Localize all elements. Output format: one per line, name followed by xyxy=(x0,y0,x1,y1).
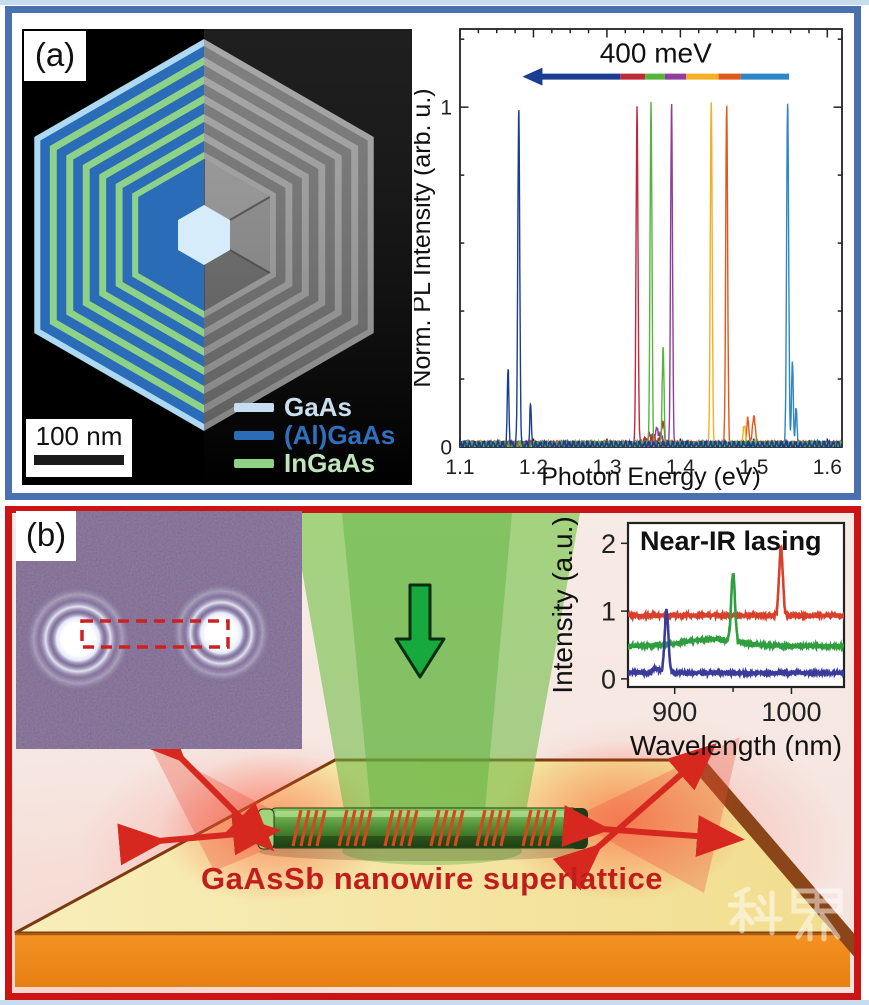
legend-swatch-ingaas xyxy=(234,458,274,468)
laser-beam xyxy=(292,513,580,865)
panel-b: (b) 900 1000 0 1 2 Wavelength (nm) Intensity (… xyxy=(5,506,861,1000)
pl-spectrum-chart: 1.1 1.2 1.3 1.4 1.5 1.6 0 1 400 meV Photon Energy… xyxy=(408,28,843,491)
legend-item-gaas: GaAs xyxy=(234,393,395,421)
svg-text:1: 1 xyxy=(601,597,616,627)
series-nanowire-green xyxy=(460,101,842,447)
svg-text:1.4: 1.4 xyxy=(666,456,696,479)
series-nanowire-navy xyxy=(460,110,842,447)
lasing-spot-right xyxy=(170,582,272,684)
scale-bar-line xyxy=(34,455,124,465)
top-edge-strip xyxy=(0,0,869,5)
panel-a-label: (a) xyxy=(24,31,86,81)
legend-swatch-gaas xyxy=(234,402,274,412)
superlattice-stripes xyxy=(291,809,557,847)
svg-text:400 meV: 400 meV xyxy=(600,38,712,69)
material-legend: GaAs (Al)GaAs InGaAs xyxy=(234,393,395,477)
scale-bar-label: 100 nm xyxy=(35,421,123,451)
bottom-edge-strip xyxy=(0,1000,869,1005)
svg-text:Wavelength (nm): Wavelength (nm) xyxy=(630,730,842,761)
watermark xyxy=(727,885,848,949)
svg-text:Norm. PL Intensity (arb. u.): Norm. PL Intensity (arb. u.) xyxy=(414,88,436,387)
svg-text:1.1: 1.1 xyxy=(445,456,474,479)
legend-label-ingaas: InGaAs xyxy=(284,448,376,478)
legend-item-algaas: (Al)GaAs xyxy=(234,421,395,449)
legend-label-algaas: (Al)GaAs xyxy=(284,420,396,450)
nanowire-superlattice xyxy=(257,807,589,861)
nanowire-cross-section-schematic: (a) 100 nm GaAs (Al)GaAs InGaAs xyxy=(22,29,412,485)
nanowire-caption: GaAsSb nanowire superlattice xyxy=(201,861,663,896)
svg-text:1000: 1000 xyxy=(761,697,821,727)
panel-b-label: (b) xyxy=(16,511,76,561)
near-ir-lasing-chart: 900 1000 0 1 2 Wavelength (nm) Intensity (a.u.… xyxy=(547,516,846,761)
svg-text:2: 2 xyxy=(601,529,616,559)
svg-text:Near-IR lasing: Near-IR lasing xyxy=(640,526,822,556)
hexagon-superlattice-graphic xyxy=(34,29,412,485)
svg-text:1.3: 1.3 xyxy=(592,456,621,479)
watermark-glyphs xyxy=(727,886,843,942)
svg-text:1.2: 1.2 xyxy=(519,456,548,479)
svg-text:0: 0 xyxy=(440,436,452,459)
legend-item-ingaas: InGaAs xyxy=(234,449,395,477)
nanowire-right-facet xyxy=(570,808,588,849)
series-trace-blue-893nm xyxy=(628,608,844,680)
lasing-spot-left xyxy=(24,585,132,693)
svg-text:900: 900 xyxy=(652,697,697,727)
pl-spectrum-plot: 1.1 1.2 1.3 1.4 1.5 1.6 0 1 400 meV Photon Energy… xyxy=(408,17,854,495)
emission-arrows xyxy=(117,714,745,891)
svg-text:0: 0 xyxy=(601,664,616,694)
panel-a: (a) 100 nm GaAs (Al)GaAs InGaAs xyxy=(5,6,861,500)
svg-text:Photon Energy (eV): Photon Energy (eV) xyxy=(541,463,761,491)
near-ir-lasing-inset: 900 1000 0 1 2 Wavelength (nm) Intensity (a.u.… xyxy=(546,513,854,765)
down-arrow-icon xyxy=(394,583,446,679)
legend-label-gaas: GaAs xyxy=(284,392,352,422)
device-illustration xyxy=(14,513,854,987)
svg-text:1: 1 xyxy=(440,97,452,120)
svg-text:Intensity (a.u.): Intensity (a.u.) xyxy=(547,516,578,693)
svg-text:1.6: 1.6 xyxy=(813,456,842,479)
legend-swatch-algaas xyxy=(234,430,274,440)
nanowire-dashed-outline xyxy=(80,619,230,649)
svg-text:1.5: 1.5 xyxy=(739,456,768,479)
scale-bar: 100 nm xyxy=(26,419,132,477)
